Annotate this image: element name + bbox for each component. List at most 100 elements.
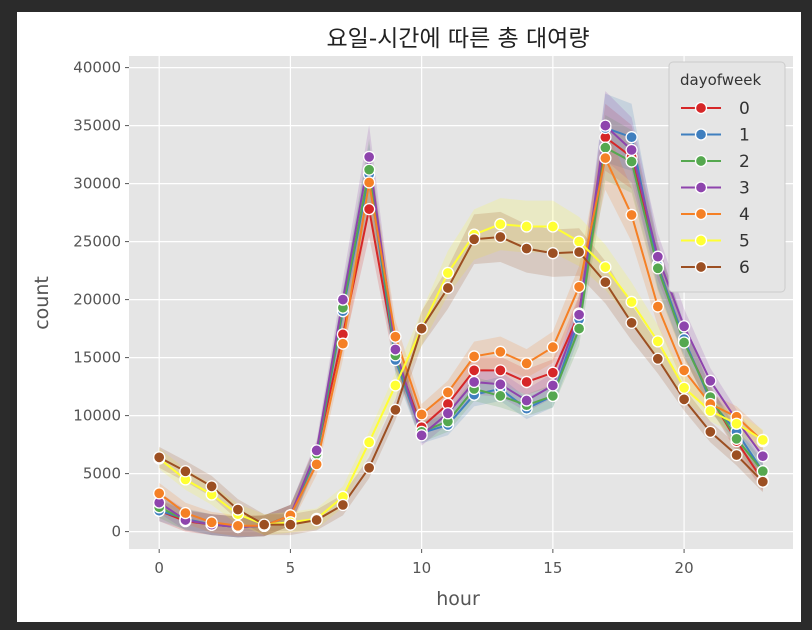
legend-title: dayofweek <box>680 71 762 89</box>
data-point <box>310 444 323 457</box>
data-point <box>231 519 245 532</box>
data-point <box>467 350 481 363</box>
data-point <box>651 262 664 275</box>
data-point <box>494 218 507 231</box>
data-point <box>599 260 612 274</box>
data-point <box>677 336 691 349</box>
y-tick-label: 35000 <box>73 117 121 135</box>
data-point <box>441 266 455 280</box>
x-tick-label: 20 <box>675 559 694 577</box>
data-point <box>441 281 455 295</box>
y-axis-title: count <box>31 276 53 330</box>
legend-label: 2 <box>739 152 750 172</box>
chart-figure: 0 5 10 15 20 0 5000 10000 15000 20000 25000 30000 35… <box>17 12 801 622</box>
data-point <box>677 364 691 377</box>
chart-title: 요일-시간에 따른 총 대여량 <box>327 26 590 52</box>
y-tick-label: 20000 <box>73 291 121 309</box>
legend-box <box>668 61 786 293</box>
data-point <box>651 300 664 313</box>
legend-label: 1 <box>739 126 750 146</box>
data-point <box>336 337 350 350</box>
data-point <box>572 245 586 259</box>
legend-label: 5 <box>739 232 750 252</box>
data-point <box>704 374 717 387</box>
data-points <box>153 119 769 534</box>
data-point <box>546 341 560 354</box>
data-point <box>677 320 691 333</box>
legend-marker <box>694 101 708 115</box>
data-point <box>467 375 481 389</box>
data-point <box>730 417 743 430</box>
axis-ticks: 0 5 10 15 20 0 5000 10000 15000 20000 25000 30000 35… <box>73 59 693 577</box>
data-point <box>625 131 638 144</box>
data-point <box>546 366 560 379</box>
data-point <box>310 458 323 471</box>
data-point <box>756 465 769 478</box>
y-tick-label: 40000 <box>73 59 121 77</box>
data-point <box>494 364 507 377</box>
legend-marker <box>694 181 708 194</box>
data-point <box>441 407 455 420</box>
legend-marker <box>694 207 708 221</box>
data-point <box>205 516 218 529</box>
data-point <box>336 498 350 512</box>
data-point <box>756 475 769 488</box>
data-point <box>625 143 638 157</box>
legend-marker <box>694 260 708 274</box>
data-point <box>572 280 586 293</box>
data-point <box>651 335 664 348</box>
data-point <box>730 432 743 445</box>
legend-label: 4 <box>739 205 750 225</box>
data-point <box>153 487 166 500</box>
data-point <box>389 379 402 392</box>
data-point <box>625 155 638 168</box>
data-point <box>389 330 402 343</box>
x-axis-title: hour <box>436 588 480 610</box>
y-tick-label: 15000 <box>73 349 121 367</box>
data-point <box>677 393 691 406</box>
data-point <box>362 202 376 216</box>
data-point <box>258 518 271 531</box>
data-point <box>441 386 455 399</box>
data-point <box>494 230 507 244</box>
data-point <box>546 389 560 403</box>
data-point <box>389 343 402 356</box>
data-point <box>756 450 769 463</box>
data-point <box>362 436 376 449</box>
data-point <box>415 429 428 442</box>
legend-items: 0 1 2 3 4 5 6 <box>681 99 750 278</box>
legend-marker <box>694 128 708 141</box>
data-point <box>572 235 586 248</box>
data-point <box>389 403 402 416</box>
legend-label: 0 <box>739 99 750 119</box>
data-point <box>415 322 428 335</box>
data-point <box>362 163 376 176</box>
data-point <box>756 433 769 447</box>
data-point <box>520 242 533 255</box>
data-point <box>362 461 376 474</box>
data-point <box>704 404 717 418</box>
data-point <box>231 503 245 516</box>
data-point <box>520 357 533 370</box>
data-point <box>572 308 586 321</box>
data-point <box>599 141 612 154</box>
y-tick-label: 5000 <box>83 465 121 483</box>
data-point <box>467 364 481 377</box>
data-point <box>310 513 323 527</box>
data-point <box>704 425 717 438</box>
chart-canvas: 0 5 10 15 2005000100001500020000250003000035… <box>17 12 801 622</box>
y-tick-label: 0 <box>111 523 121 541</box>
data-point <box>494 345 507 358</box>
data-point <box>546 379 560 392</box>
data-point <box>625 316 638 329</box>
data-point <box>677 381 691 394</box>
data-point <box>651 250 664 263</box>
y-tick-label: 25000 <box>73 233 121 251</box>
legend-label: 3 <box>739 179 750 199</box>
data-point <box>625 295 638 309</box>
data-point <box>362 176 376 189</box>
legend: dayofweek 0 1 2 3 4 5 6 <box>668 61 786 293</box>
data-point <box>572 322 586 335</box>
data-point <box>415 408 428 421</box>
data-point <box>599 151 612 165</box>
